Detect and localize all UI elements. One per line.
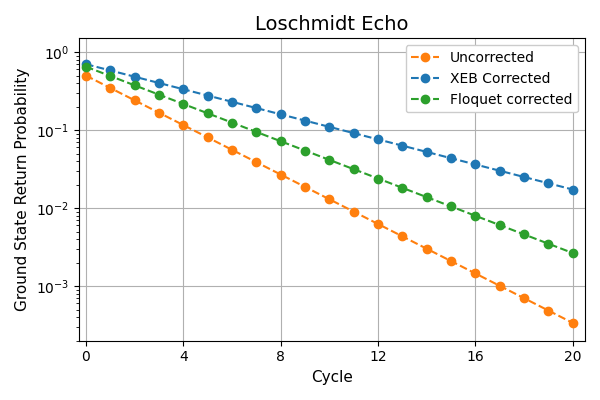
Uncorrected xyxy=(521,296,528,301)
Floquet corrected xyxy=(496,223,503,228)
Uncorrected xyxy=(155,110,163,115)
Line: XEB Corrected: XEB Corrected xyxy=(82,60,577,194)
Floquet corrected xyxy=(179,102,187,106)
Floquet corrected xyxy=(204,111,211,116)
Uncorrected xyxy=(448,259,455,264)
Uncorrected xyxy=(229,147,236,152)
Title: Loschmidt Echo: Loschmidt Echo xyxy=(255,15,409,34)
XEB Corrected xyxy=(545,181,552,186)
Floquet corrected xyxy=(521,232,528,237)
XEB Corrected xyxy=(131,74,138,79)
Uncorrected xyxy=(374,222,382,226)
Floquet corrected xyxy=(545,241,552,246)
Uncorrected xyxy=(472,271,479,276)
XEB Corrected xyxy=(155,80,163,85)
XEB Corrected xyxy=(496,168,503,173)
Uncorrected xyxy=(277,172,284,177)
Floquet corrected xyxy=(131,83,138,88)
Floquet corrected xyxy=(374,176,382,181)
Floquet corrected xyxy=(301,148,308,153)
Floquet corrected xyxy=(472,213,479,218)
XEB Corrected xyxy=(204,93,211,98)
Uncorrected xyxy=(545,308,552,313)
XEB Corrected xyxy=(350,131,358,136)
Floquet corrected xyxy=(399,186,406,190)
Floquet corrected xyxy=(229,120,236,125)
XEB Corrected xyxy=(472,162,479,167)
Uncorrected xyxy=(326,197,333,202)
XEB Corrected xyxy=(423,150,430,154)
XEB Corrected xyxy=(569,187,577,192)
Floquet corrected xyxy=(82,64,89,69)
Uncorrected xyxy=(253,160,260,164)
Uncorrected xyxy=(82,73,89,78)
Uncorrected xyxy=(301,184,308,189)
XEB Corrected xyxy=(107,68,114,73)
Uncorrected xyxy=(399,234,406,239)
XEB Corrected xyxy=(82,62,89,66)
XEB Corrected xyxy=(179,87,187,92)
Floquet corrected xyxy=(569,251,577,256)
XEB Corrected xyxy=(399,143,406,148)
XEB Corrected xyxy=(521,175,528,180)
Floquet corrected xyxy=(277,139,284,144)
Floquet corrected xyxy=(423,195,430,200)
Floquet corrected xyxy=(326,158,333,162)
XEB Corrected xyxy=(326,124,333,129)
Line: Floquet corrected: Floquet corrected xyxy=(82,62,577,257)
Y-axis label: Ground State Return Probability: Ground State Return Probability xyxy=(15,68,30,311)
XEB Corrected xyxy=(277,112,284,117)
Line: Uncorrected: Uncorrected xyxy=(82,71,577,327)
Uncorrected xyxy=(107,86,114,90)
Floquet corrected xyxy=(350,167,358,172)
X-axis label: Cycle: Cycle xyxy=(311,370,353,385)
Floquet corrected xyxy=(107,74,114,78)
Floquet corrected xyxy=(448,204,455,209)
Uncorrected xyxy=(350,209,358,214)
Uncorrected xyxy=(179,123,187,128)
XEB Corrected xyxy=(253,106,260,110)
Uncorrected xyxy=(131,98,138,103)
Uncorrected xyxy=(423,246,430,251)
Floquet corrected xyxy=(155,92,163,97)
Uncorrected xyxy=(204,135,211,140)
XEB Corrected xyxy=(229,99,236,104)
Uncorrected xyxy=(496,284,503,288)
XEB Corrected xyxy=(301,118,308,123)
XEB Corrected xyxy=(448,156,455,161)
Uncorrected xyxy=(569,320,577,325)
XEB Corrected xyxy=(374,137,382,142)
Floquet corrected xyxy=(253,130,260,134)
Legend: Uncorrected, XEB Corrected, Floquet corrected: Uncorrected, XEB Corrected, Floquet corr… xyxy=(406,45,578,112)
